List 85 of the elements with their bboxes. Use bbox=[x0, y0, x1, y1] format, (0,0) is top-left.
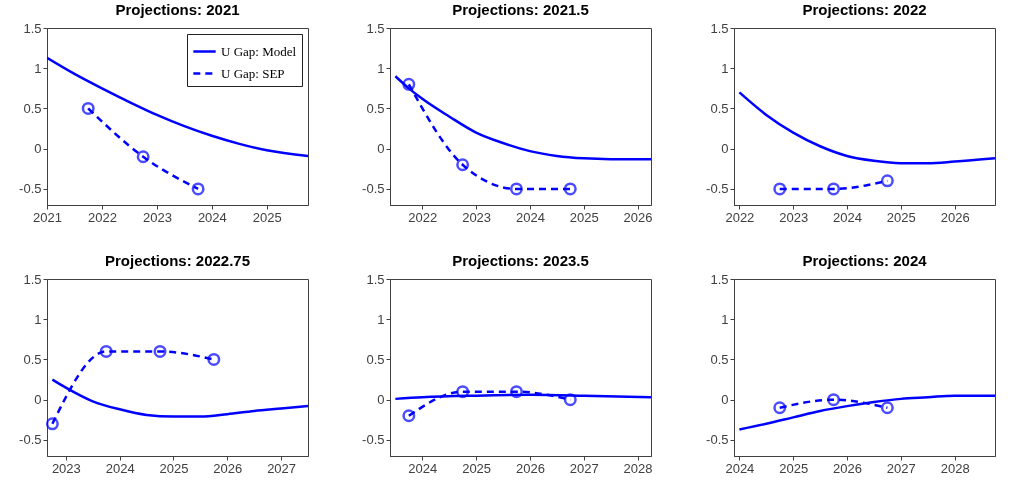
x-tick-label: 2023 bbox=[51, 460, 81, 476]
y-tick-label: 1.5 bbox=[366, 20, 385, 36]
x-tick-label: 2026 bbox=[833, 460, 862, 476]
y-tick-label: 0.5 bbox=[710, 100, 729, 116]
point bbox=[509, 182, 523, 196]
line-series bbox=[738, 394, 995, 431]
y-tick-label: 0 bbox=[377, 141, 385, 157]
point bbox=[81, 101, 95, 115]
x-tick-label: 2023 bbox=[142, 209, 172, 225]
x-tick-label: 2024 bbox=[725, 460, 755, 476]
x-tick-label: 2027 bbox=[267, 460, 297, 476]
y-tick-label: 0 bbox=[721, 141, 729, 157]
chart-title: Projections: 2022 bbox=[802, 1, 927, 18]
chart-title: Projections: 2023.5 bbox=[452, 252, 589, 269]
point bbox=[456, 385, 470, 399]
x-tick-label: 2028 bbox=[623, 460, 653, 476]
y-tick-label: -0.5 bbox=[706, 432, 729, 448]
point bbox=[136, 150, 150, 164]
x-tick-label: 2026 bbox=[213, 460, 243, 476]
legend-label: U Gap: SEP bbox=[221, 65, 285, 81]
x-tick-label: 2022 bbox=[408, 209, 438, 225]
y-tick-label: 1.5 bbox=[710, 271, 729, 287]
y-tick-label: 0.5 bbox=[23, 351, 42, 367]
x-tick-label: 2024 bbox=[105, 460, 135, 476]
x-tick-label: 2024 bbox=[515, 209, 545, 225]
y-tick-label: 0 bbox=[34, 141, 42, 157]
point bbox=[99, 344, 113, 358]
x-tick-label: 2025 bbox=[252, 209, 282, 225]
point bbox=[563, 182, 577, 196]
x-tick-label: 2027 bbox=[569, 460, 599, 476]
y-tick-label: 0 bbox=[377, 392, 385, 408]
point bbox=[402, 409, 416, 423]
x-tick-label: 2025 bbox=[569, 209, 599, 225]
x-tick-label: 2027 bbox=[886, 460, 916, 476]
chart-title: Projections: 2022.75 bbox=[104, 252, 251, 269]
x-tick-label: 2025 bbox=[159, 460, 189, 476]
y-tick-label: 0 bbox=[34, 392, 42, 408]
point bbox=[509, 385, 523, 399]
x-tick-label: 2023 bbox=[462, 209, 492, 225]
chart-title: Projections: 2021 bbox=[115, 1, 240, 18]
point bbox=[456, 158, 470, 172]
y-tick-label: 0.5 bbox=[366, 351, 385, 367]
y-tick-label: -0.5 bbox=[362, 432, 385, 448]
y-tick-label: 1 bbox=[34, 311, 42, 327]
x-tick-label: 2022 bbox=[725, 209, 755, 225]
x-tick-label: 2025 bbox=[779, 460, 809, 476]
legend-label: U Gap: Model bbox=[221, 43, 297, 59]
y-tick-label: 1.5 bbox=[366, 271, 385, 287]
y-tick-label: 1 bbox=[34, 60, 42, 76]
x-tick-label: 2025 bbox=[886, 209, 916, 225]
y-tick-label: 1 bbox=[721, 60, 729, 76]
x-tick-label: 2028 bbox=[940, 460, 970, 476]
point bbox=[45, 417, 59, 431]
x-tick-label: 2025 bbox=[462, 460, 492, 476]
x-tick-label: 2024 bbox=[197, 209, 227, 225]
chart-title: Projections: 2024 bbox=[802, 252, 928, 269]
line-series bbox=[738, 91, 995, 165]
y-tick-label: 1 bbox=[377, 311, 385, 327]
x-tick-label: 2026 bbox=[940, 209, 970, 225]
y-tick-label: 0 bbox=[721, 392, 729, 408]
chart-title: Projections: 2021.5 bbox=[452, 1, 589, 18]
y-tick-label: -0.5 bbox=[362, 181, 385, 197]
y-tick-label: -0.5 bbox=[706, 181, 729, 197]
x-tick-label: 2023 bbox=[779, 209, 809, 225]
x-tick-label: 2021 bbox=[33, 209, 62, 225]
y-tick-label: 0.5 bbox=[366, 100, 385, 116]
y-tick-label: 1.5 bbox=[710, 20, 729, 36]
x-tick-label: 2022 bbox=[87, 209, 117, 225]
point bbox=[563, 393, 577, 407]
y-tick-label: 1 bbox=[721, 311, 729, 327]
y-tick-label: 1.5 bbox=[23, 271, 42, 287]
point bbox=[402, 77, 416, 91]
point bbox=[191, 182, 205, 196]
x-tick-label: 2024 bbox=[833, 209, 862, 225]
x-tick-label: 2024 bbox=[408, 460, 438, 476]
y-tick-label: 1.5 bbox=[23, 20, 42, 36]
x-tick-label: 2026 bbox=[623, 209, 653, 225]
y-tick-label: -0.5 bbox=[19, 432, 42, 448]
point bbox=[207, 352, 221, 366]
y-tick-label: -0.5 bbox=[19, 181, 42, 197]
x-tick-label: 2026 bbox=[515, 460, 545, 476]
y-tick-label: 0.5 bbox=[710, 351, 729, 367]
point bbox=[153, 344, 167, 358]
y-tick-label: 0.5 bbox=[23, 100, 42, 116]
y-tick-label: 1 bbox=[377, 60, 385, 76]
